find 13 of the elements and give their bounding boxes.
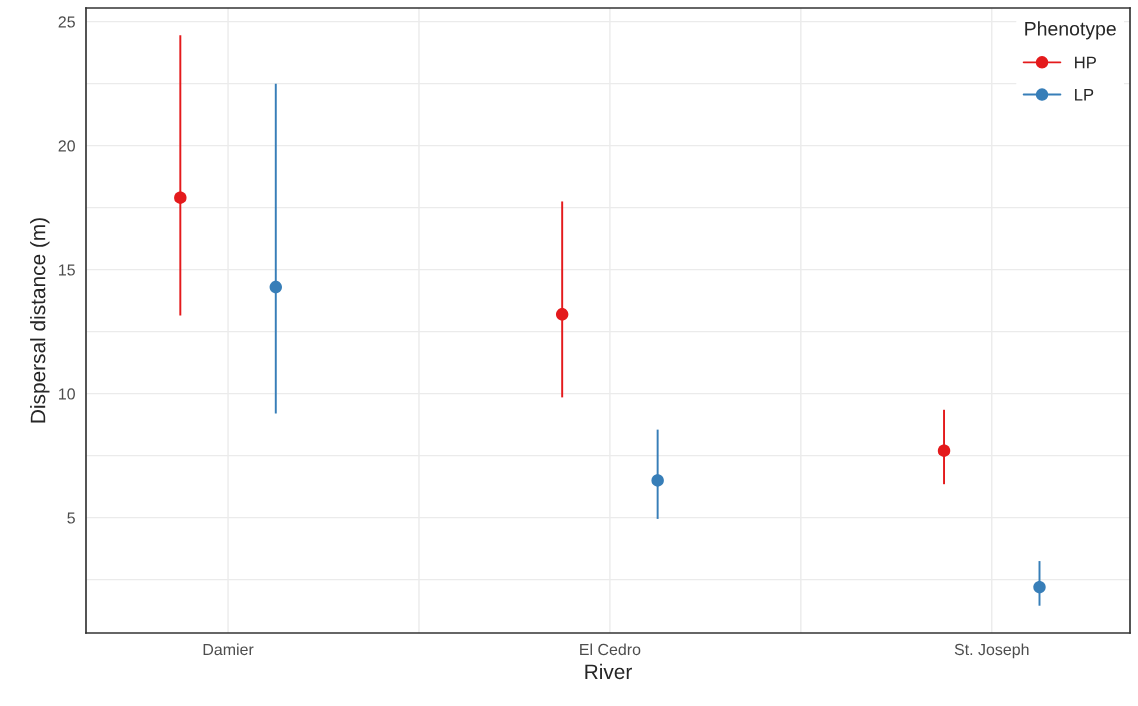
x-tick-label: St. Joseph: [954, 643, 1029, 659]
y-tick-label: 20: [58, 140, 75, 152]
legend-label: LP: [1075, 88, 1094, 101]
y-tick-label: 25: [58, 16, 75, 28]
legend-label: HP: [1075, 56, 1096, 69]
x-tick-label: El Cedro: [580, 643, 641, 656]
x-tick-label: Damier: [203, 643, 254, 656]
legend-title: Phenotype: [1025, 21, 1116, 40]
y-tick-label: 15: [59, 264, 75, 276]
y-axis-title: Dispersal distance (m): [30, 218, 50, 423]
x-axis-title: River: [585, 663, 632, 680]
y-tick-label: 5: [67, 512, 75, 524]
y-tick-label: 10: [59, 388, 75, 400]
